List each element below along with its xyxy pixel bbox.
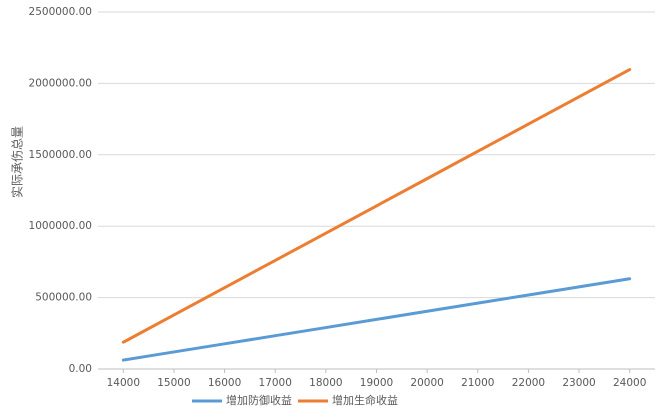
x-tick-label: 15000 xyxy=(157,377,190,389)
y-tick-label: 1500000.00 xyxy=(29,149,92,161)
y-tick-label: 0.00 xyxy=(69,363,92,375)
x-tick-label: 17000 xyxy=(259,377,292,389)
y-tick-label: 500000.00 xyxy=(35,292,92,304)
y-axis-label: 实际承伤总量 xyxy=(10,126,25,198)
y-tick-label: 2500000.00 xyxy=(29,6,92,18)
x-tick-label: 19000 xyxy=(360,377,393,389)
x-tick-label: 21000 xyxy=(461,377,494,389)
x-tick-label: 20000 xyxy=(410,377,443,389)
x-tick-label: 23000 xyxy=(562,377,595,389)
series-line xyxy=(121,68,632,344)
y-tick-label: 2000000.00 xyxy=(29,77,92,89)
x-tick-label: 18000 xyxy=(309,377,342,389)
x-tick-label: 14000 xyxy=(107,377,140,389)
x-tick-label: 22000 xyxy=(512,377,545,389)
x-tick-label: 16000 xyxy=(208,377,241,389)
legend-label: 增加生命收益 xyxy=(332,393,398,407)
series-line xyxy=(121,277,632,362)
x-tick-label: 24000 xyxy=(613,377,646,389)
legend-label: 增加防御收益 xyxy=(226,393,292,407)
y-tick-label: 1000000.00 xyxy=(29,220,92,232)
